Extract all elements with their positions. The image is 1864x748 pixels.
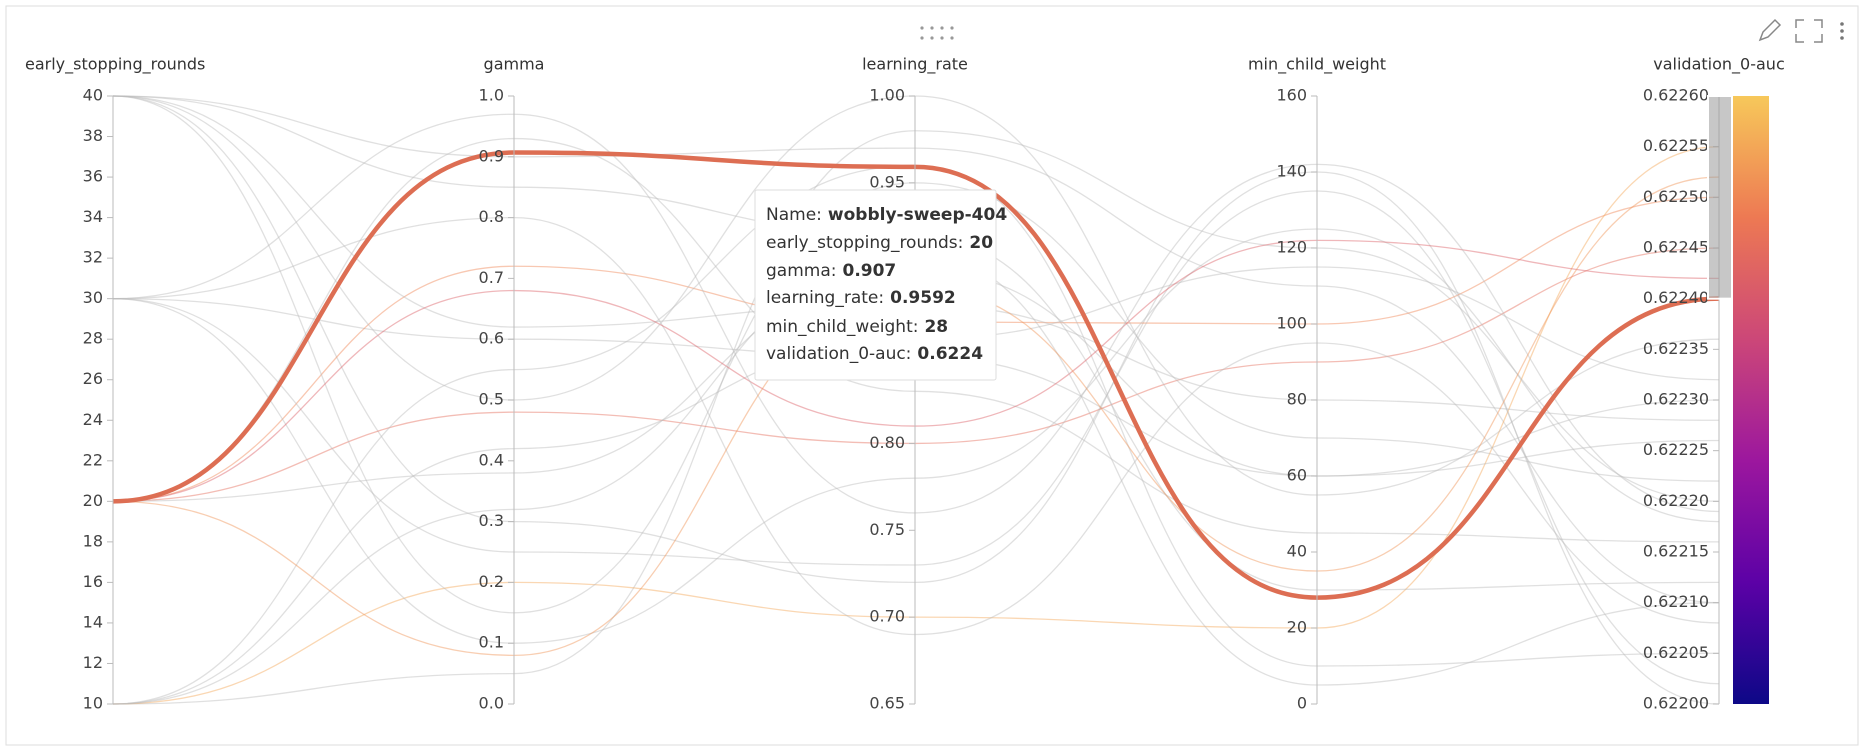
run-line [112, 146, 1720, 705]
tick-label: 0 [1297, 694, 1307, 713]
highlight-line [112, 150, 1720, 600]
tick-label: 40 [1287, 542, 1307, 561]
tick-label: 0.80 [869, 433, 905, 452]
tick-label: 0.3 [479, 511, 504, 530]
tooltip-value: 28 [924, 317, 948, 337]
tick-label: 1.00 [869, 86, 905, 105]
axis-title: gamma [484, 55, 545, 74]
menu-icon[interactable] [1840, 22, 1844, 40]
run-line [112, 113, 1720, 514]
colorbar [1733, 96, 1769, 704]
tick-label: 38 [83, 126, 103, 145]
tick-label: 1.0 [479, 86, 504, 105]
tooltip-key: validation_0-auc: [766, 344, 911, 364]
axis-title: early_stopping_rounds [25, 55, 205, 75]
tooltip-row: learning_rate: 0.9592 [766, 288, 956, 308]
tooltip-row: gamma: 0.907 [766, 261, 896, 281]
tooltip-value: 0.6224 [917, 344, 983, 364]
tick-label: 24 [83, 410, 103, 429]
tooltip-value: 0.9592 [890, 288, 956, 308]
tick-label: 22 [83, 450, 103, 469]
run-line [112, 130, 1720, 705]
run-line [112, 239, 1720, 502]
tick-label: 100 [1276, 314, 1307, 333]
tooltip-key: gamma: [766, 261, 836, 281]
tick-label: 0.62220 [1643, 491, 1709, 510]
axis-title: learning_rate [862, 55, 968, 75]
tick-label: 0.62255 [1643, 136, 1709, 155]
tick-label: 34 [83, 207, 103, 226]
tick-label: 60 [1287, 466, 1307, 485]
tick-label: 0.0 [479, 694, 504, 713]
tick-label: 0.62210 [1643, 592, 1709, 611]
tick-label: 0.6 [479, 329, 504, 348]
tooltip-value: wobbly-sweep-404 [828, 205, 1007, 225]
tick-label: 0.62260 [1643, 86, 1709, 105]
tooltip-key: Name: [766, 205, 822, 225]
tick-label: 26 [83, 369, 103, 388]
run-line [112, 95, 1720, 705]
tick-label: 20 [1287, 618, 1307, 637]
tick-label: 0.70 [869, 607, 905, 626]
tick-label: 16 [83, 572, 103, 591]
tick-label: 0.9 [479, 146, 504, 165]
run-line [112, 95, 1720, 604]
tick-label: 160 [1276, 86, 1307, 105]
tooltip-row: Name: wobbly-sweep-404 [766, 205, 1007, 225]
tooltip-value: 20 [969, 233, 993, 253]
tick-label: 0.7 [479, 268, 504, 287]
tick-label: 140 [1276, 162, 1307, 181]
run-line [112, 216, 1720, 636]
tick-label: 0.5 [479, 390, 504, 409]
tick-label: 0.62225 [1643, 440, 1709, 459]
tick-label: 0.95 [869, 172, 905, 191]
tooltip-key: learning_rate: [766, 288, 884, 308]
tick-label: 10 [83, 694, 103, 713]
tick-label: 36 [83, 167, 103, 186]
tick-label: 20 [83, 491, 103, 510]
tick-label: 0.62205 [1643, 643, 1709, 662]
tick-label: 0.62215 [1643, 542, 1709, 561]
tick-label: 0.75 [869, 520, 905, 539]
tick-label: 0.62245 [1643, 238, 1709, 257]
brush [1707, 95, 1733, 300]
run-line [112, 190, 1720, 685]
tick-label: 12 [83, 653, 103, 672]
tick-label: 0.62250 [1643, 187, 1709, 206]
tooltip-key: early_stopping_rounds: [766, 233, 963, 253]
tick-label: 80 [1287, 390, 1307, 409]
axis-title: validation_0-auc [1653, 55, 1784, 75]
tick-label: 0.62240 [1643, 288, 1709, 307]
tick-label: 14 [83, 612, 103, 631]
axis-title: min_child_weight [1248, 55, 1386, 75]
tick-label: 40 [83, 86, 103, 105]
drag-handle[interactable] [920, 26, 954, 40]
tick-label: 0.2 [479, 572, 504, 591]
tooltip-row: early_stopping_rounds: 20 [766, 233, 993, 253]
edit-icon[interactable] [1758, 18, 1782, 42]
tick-label: 28 [83, 329, 103, 348]
tick-label: 0.62235 [1643, 339, 1709, 358]
tick-label: 0.8 [479, 207, 504, 226]
tick-label: 18 [83, 531, 103, 550]
fullscreen-icon[interactable] [1795, 19, 1823, 43]
tick-label: 0.62200 [1643, 694, 1709, 713]
tooltip: Name: wobbly-sweep-404 early_stopping_roun… [754, 189, 1007, 381]
tooltip-row: validation_0-auc: 0.6224 [766, 344, 983, 364]
tick-label: 0.1 [479, 633, 504, 652]
tick-label: 0.4 [479, 450, 504, 469]
tooltip-value: 0.907 [842, 261, 896, 281]
tooltip-row: min_child_weight: 28 [766, 317, 948, 337]
tick-label: 0.65 [869, 694, 905, 713]
tick-label: 120 [1276, 238, 1307, 257]
tick-label: 0.62230 [1643, 390, 1709, 409]
tooltip-key: min_child_weight: [766, 317, 918, 337]
tick-label: 30 [83, 288, 103, 307]
tick-label: 32 [83, 248, 103, 267]
